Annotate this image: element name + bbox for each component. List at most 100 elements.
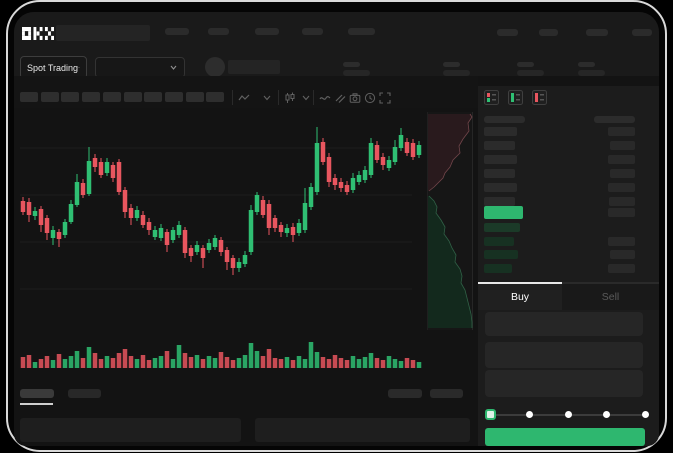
toolbar-divider [313, 90, 314, 105]
nav-item-placeholder[interactable] [208, 28, 229, 35]
book-split-view-icon[interactable] [484, 90, 499, 105]
ask-price-bar[interactable] [484, 141, 515, 150]
nav-item-placeholder[interactable] [539, 29, 558, 36]
timeframe-chip[interactable] [40, 92, 59, 102]
sell-tab-label: Sell [601, 291, 620, 303]
bid-price-bar[interactable] [484, 263, 512, 273]
ask-amount-bar[interactable] [608, 183, 635, 192]
tab-sell[interactable]: Sell [562, 282, 659, 310]
chevron-down-icon[interactable] [260, 91, 273, 105]
bid-amount-bar[interactable] [610, 250, 635, 259]
book-bids-view-icon[interactable] [508, 90, 523, 105]
book-asks-view-icon[interactable] [532, 90, 547, 105]
timeframe-chip[interactable] [123, 92, 142, 102]
ticker-stat-value-placeholder [343, 70, 370, 76]
timeframe-chip[interactable] [144, 92, 163, 102]
ticker-stat-value-placeholder [443, 70, 470, 76]
timeframe-chip[interactable] [164, 92, 183, 102]
bid-amount-bar[interactable] [608, 236, 635, 246]
ticker-stat-label-placeholder [517, 62, 534, 67]
bid-price-bar[interactable] [484, 236, 514, 246]
ticker-stat-value-placeholder [517, 70, 544, 76]
last-price-amount-bar[interactable] [608, 208, 635, 217]
ticker-stat-label-placeholder [443, 62, 460, 67]
bid-price-bar[interactable] [484, 223, 520, 232]
chevron-down-icon [170, 65, 177, 70]
nav-item-placeholder[interactable] [632, 29, 652, 36]
okx-logo-icon [22, 27, 54, 40]
gridlines [20, 147, 412, 290]
ask-price-bar[interactable] [484, 169, 515, 178]
indicator-zigzag-icon[interactable] [237, 91, 250, 105]
book-price-header-placeholder [484, 116, 525, 123]
order-price-field[interactable] [485, 312, 643, 336]
candle-style-icon[interactable] [283, 91, 296, 105]
pair-coin-avatar [205, 57, 225, 77]
chevron-down-icon [78, 66, 80, 69]
volume-layer [20, 342, 422, 368]
slider-stop-dot[interactable] [603, 411, 610, 418]
ask-amount-bar[interactable] [610, 141, 635, 150]
timeframe-chip[interactable] [61, 92, 80, 102]
book-amount-header-placeholder [594, 116, 635, 123]
ask-amount-bar[interactable] [609, 197, 635, 206]
timeframe-chip[interactable] [206, 92, 225, 102]
okx-logo[interactable] [22, 27, 54, 40]
active-tab-underline [20, 403, 53, 405]
market-mode-label: Spot Trading [27, 62, 79, 73]
slider-handle[interactable] [485, 409, 496, 420]
ask-amount-bar[interactable] [608, 127, 635, 136]
toolbar-divider [278, 90, 279, 105]
nav-item-placeholder[interactable] [165, 28, 189, 35]
compare-icon[interactable] [333, 91, 346, 105]
slider-stop-dot[interactable] [526, 411, 533, 418]
bid-price-bar[interactable] [484, 250, 518, 259]
orders-panel-placeholder [20, 418, 241, 442]
ticker-stat-label-placeholder [343, 62, 360, 67]
candles-layer [20, 127, 422, 275]
line-style-icon[interactable] [318, 91, 331, 105]
depth-chart-panel [427, 112, 473, 330]
last-price-badge[interactable] [484, 206, 523, 219]
bottom-action-placeholder[interactable] [430, 389, 463, 398]
history-panel-placeholder [255, 418, 470, 442]
buy-submit-button[interactable] [485, 428, 645, 446]
ask-price-bar[interactable] [484, 127, 517, 136]
timeframe-chip[interactable] [20, 92, 38, 102]
bid-amount-bar[interactable] [608, 263, 635, 273]
ask-price-bar[interactable] [484, 183, 517, 192]
nav-item-placeholder[interactable] [255, 28, 279, 35]
chevron-down-icon[interactable] [299, 91, 312, 105]
nav-item-placeholder[interactable] [348, 28, 375, 35]
timeframe-chip[interactable] [185, 92, 204, 102]
order-amount-field[interactable] [485, 342, 643, 368]
nav-item-placeholder[interactable] [497, 29, 518, 36]
ask-price-bar[interactable] [484, 155, 517, 164]
toolbar-divider [232, 90, 233, 105]
ticker-stat-value-placeholder [578, 70, 605, 76]
ask-price-bar[interactable] [484, 197, 515, 206]
pair-name-placeholder [228, 60, 280, 74]
nav-item-placeholder[interactable] [302, 28, 323, 35]
timeframe-chip[interactable] [82, 92, 101, 102]
order-total-field[interactable] [485, 370, 643, 397]
bottom-tab-active-placeholder[interactable] [20, 389, 54, 398]
ask-amount-bar[interactable] [610, 169, 635, 178]
slider-stop-dot[interactable] [642, 411, 649, 418]
slider-stop-dot[interactable] [565, 411, 572, 418]
bottom-tab-placeholder[interactable] [68, 389, 101, 398]
timeframe-chips [14, 12, 478, 108]
nav-item-placeholder[interactable] [586, 29, 608, 36]
trading-app-window: Spot Trading [14, 12, 659, 446]
camera-icon[interactable] [348, 91, 361, 105]
ask-amount-bar[interactable] [608, 155, 635, 164]
fullscreen-icon[interactable] [378, 91, 391, 105]
timeframe-chip[interactable] [102, 92, 121, 102]
buy-tab-label: Buy [510, 291, 530, 303]
history-icon[interactable] [363, 91, 376, 105]
tab-buy[interactable]: Buy [478, 282, 562, 310]
bottom-action-placeholder[interactable] [388, 389, 422, 398]
ticker-stat-label-placeholder [578, 62, 595, 67]
brand-title-placeholder [56, 25, 150, 41]
